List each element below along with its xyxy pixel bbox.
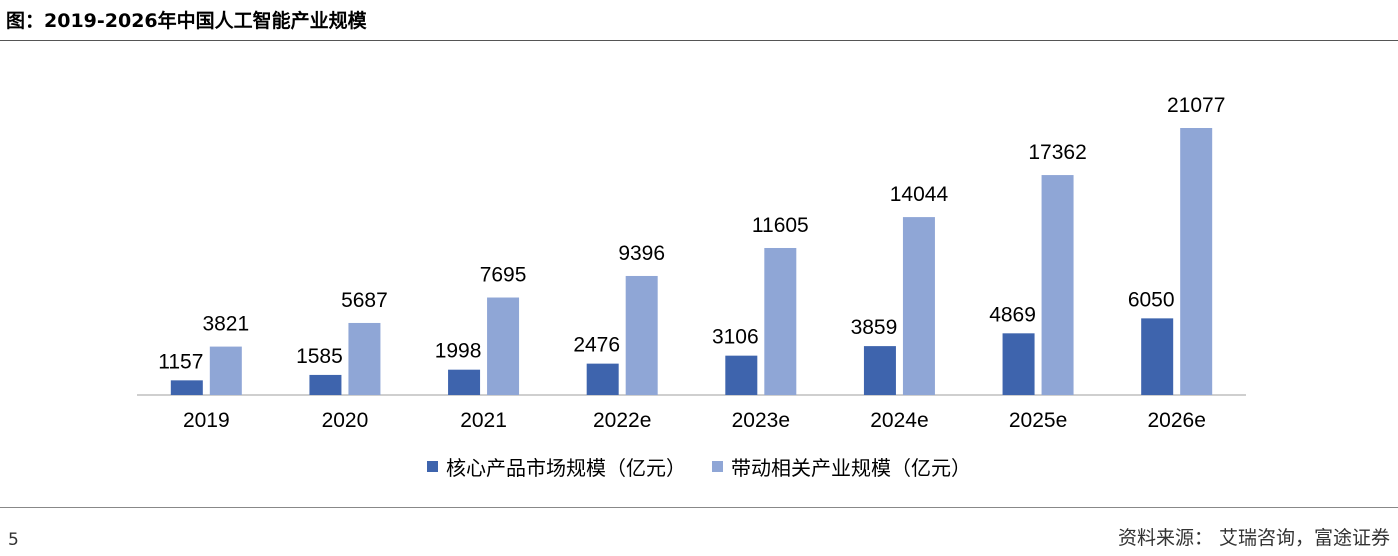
bar-core: [1002, 333, 1035, 395]
bar-related: [209, 346, 242, 395]
legend-label-core: 核心产品市场规模（亿元）: [446, 456, 686, 480]
data-label-related: 3821: [202, 313, 249, 336]
bar-related: [487, 297, 520, 395]
legend-item-related: 带动相关产业规模（亿元）: [712, 452, 971, 481]
data-label-core: 3106: [712, 326, 759, 349]
bar-related: [764, 247, 797, 395]
legend-item-core: 核心产品市场规模（亿元）: [427, 452, 686, 481]
chart-legend: 核心产品市场规模（亿元） 带动相关产业规模（亿元）: [0, 452, 1398, 481]
bar-core: [863, 346, 896, 395]
bar-core: [725, 355, 758, 395]
data-label-related: 14044: [890, 183, 949, 206]
bar-core: [586, 363, 619, 395]
footer-divider: [0, 507, 1398, 508]
source-note: 资料来源： 艾瑞咨询，富途证券: [1117, 527, 1390, 549]
data-label-related: 21077: [1167, 94, 1225, 117]
x-tick-label: 2023e: [732, 409, 790, 432]
x-tick-label: 2022e: [593, 409, 651, 432]
bar-related: [1041, 175, 1074, 395]
page-title: 图：2019-2026年中国人工智能产业规模: [6, 10, 367, 32]
data-label-core: 4869: [989, 303, 1036, 326]
bar-related: [1180, 128, 1213, 395]
x-tick-label: 2021: [460, 409, 507, 432]
x-tick-label: 2020: [322, 409, 369, 432]
bar-related: [348, 322, 381, 395]
data-label-related: 9396: [618, 242, 665, 265]
bar-core: [170, 380, 203, 395]
bar-core: [1141, 318, 1174, 395]
data-label-core: 3859: [851, 316, 898, 339]
data-label-related: 17362: [1028, 141, 1086, 164]
data-label-core: 2476: [573, 334, 620, 357]
x-tick-label: 2025e: [1009, 409, 1067, 432]
data-label-core: 1998: [435, 340, 482, 363]
legend-label-related: 带动相关产业规模（亿元）: [731, 456, 971, 480]
legend-swatch-core: [427, 461, 438, 472]
data-label-related: 5687: [341, 289, 388, 312]
page-number: 5: [8, 530, 19, 550]
bar-core: [448, 369, 481, 395]
bar-related: [625, 275, 658, 395]
data-label-core: 6050: [1128, 288, 1175, 311]
bar-chart: 2019 1157 3821 2020 1585 5687 2021 1998 7695 2022…: [137, 94, 1246, 432]
x-tick-label: 2026e: [1147, 409, 1205, 432]
x-tick-label: 2024e: [870, 409, 928, 432]
x-tick-label: 2019: [183, 409, 230, 432]
data-label-related: 11605: [752, 214, 809, 237]
data-label-related: 7695: [480, 264, 527, 287]
data-label-core: 1585: [296, 345, 343, 368]
bar-related: [902, 217, 935, 395]
title-divider: [0, 40, 1398, 41]
bar-core: [309, 374, 342, 395]
data-label-core: 1157: [158, 350, 203, 373]
legend-swatch-related: [712, 461, 723, 472]
